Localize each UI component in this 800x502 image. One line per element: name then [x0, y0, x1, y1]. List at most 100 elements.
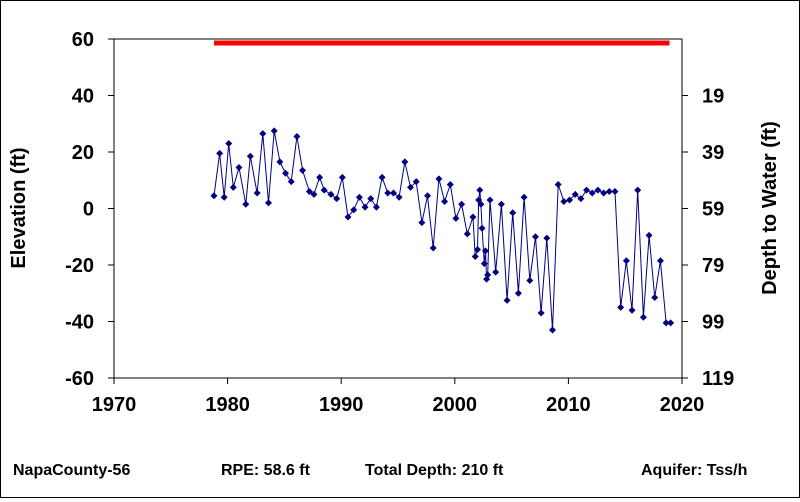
data-point	[389, 189, 397, 197]
data-point	[503, 296, 511, 304]
data-point	[548, 326, 556, 334]
data-point	[622, 257, 630, 265]
data-point	[276, 158, 284, 166]
data-point	[617, 303, 625, 311]
y2-tick-label: 19	[702, 86, 724, 108]
data-point	[412, 178, 420, 186]
footer-total-depth: Total Depth: 210 ft	[365, 462, 504, 479]
data-point	[225, 140, 233, 148]
data-point	[216, 149, 224, 157]
data-point	[543, 234, 551, 242]
series-layer	[210, 40, 675, 334]
data-point	[264, 199, 272, 207]
y-tick-label: -20	[65, 255, 94, 277]
data-point	[259, 130, 267, 138]
data-point	[446, 180, 454, 188]
data-point	[474, 245, 482, 253]
data-point	[401, 158, 409, 166]
data-point	[344, 213, 352, 221]
data-point	[463, 230, 471, 238]
data-point	[481, 247, 489, 255]
data-point	[486, 196, 494, 204]
data-point	[480, 260, 488, 268]
x-tick-label: 2020	[660, 394, 705, 416]
data-point	[355, 193, 363, 201]
data-point	[571, 190, 579, 198]
data-point	[305, 188, 313, 196]
data-point	[600, 189, 608, 197]
data-point	[435, 175, 443, 183]
data-point	[634, 186, 642, 194]
plot-area	[113, 38, 683, 379]
data-point	[378, 173, 386, 181]
data-point	[406, 183, 414, 191]
y-axis-title: Elevation (ft)	[8, 147, 30, 268]
x-tick-label: 1990	[319, 394, 364, 416]
x-tick-label: 1970	[92, 394, 137, 416]
data-point	[471, 253, 479, 261]
data-point	[492, 268, 500, 276]
data-point	[583, 186, 591, 194]
data-point	[497, 200, 505, 208]
data-point	[333, 195, 341, 203]
x-tick-label: 1980	[205, 394, 250, 416]
footer-well-name: NapaCounty-56	[13, 462, 130, 479]
x-tick-label: 2000	[433, 394, 478, 416]
data-point	[560, 197, 568, 205]
data-point	[287, 178, 295, 186]
data-point	[395, 193, 403, 201]
data-point	[367, 195, 375, 203]
y2-tick-label: 39	[702, 142, 724, 164]
data-point	[520, 193, 528, 201]
data-point	[299, 166, 307, 174]
data-point	[509, 209, 517, 217]
data-point	[316, 173, 324, 181]
data-point	[320, 186, 328, 194]
data-point	[361, 203, 369, 211]
data-point	[384, 189, 392, 197]
data-point	[667, 319, 675, 327]
data-point	[469, 213, 477, 221]
data-point	[441, 197, 449, 205]
data-point	[242, 200, 250, 208]
data-point	[477, 200, 485, 208]
data-point	[514, 289, 522, 297]
y-tick-label: -60	[65, 368, 94, 390]
data-point	[350, 206, 358, 214]
data-point	[229, 183, 237, 191]
x-tick-label: 2010	[546, 394, 591, 416]
data-point	[282, 169, 290, 177]
data-point	[327, 190, 335, 198]
data-point	[611, 188, 619, 196]
plot-border	[113, 38, 683, 379]
data-point	[372, 203, 380, 211]
data-point	[458, 200, 466, 208]
y2-tick-label: 99	[702, 312, 724, 334]
data-point	[452, 214, 460, 222]
y2-tick-label: 59	[702, 199, 724, 221]
data-point	[645, 231, 653, 239]
data-point	[429, 244, 437, 252]
data-point	[537, 309, 545, 317]
axes: 1970 1980 1990 2000 2010 2020 60 40 20 0 -20 -40 -60…	[65, 29, 734, 416]
data-point	[531, 233, 539, 241]
footer-rpe: RPE: 58.6 ft	[221, 462, 311, 479]
data-point	[246, 152, 254, 160]
data-point	[253, 189, 261, 197]
data-point	[594, 186, 602, 194]
data-point	[639, 313, 647, 321]
data-point	[526, 277, 534, 285]
data-point	[220, 193, 228, 201]
y-tick-label: 0	[83, 199, 94, 221]
data-point	[210, 192, 218, 200]
data-point	[651, 293, 659, 301]
y2-tick-label: 79	[702, 255, 724, 277]
data-point	[310, 190, 318, 198]
data-point	[656, 257, 664, 265]
data-point	[338, 173, 346, 181]
data-point	[478, 224, 486, 232]
data-point	[476, 186, 484, 194]
data-point	[577, 195, 585, 203]
y-tick-label: 60	[72, 29, 94, 51]
